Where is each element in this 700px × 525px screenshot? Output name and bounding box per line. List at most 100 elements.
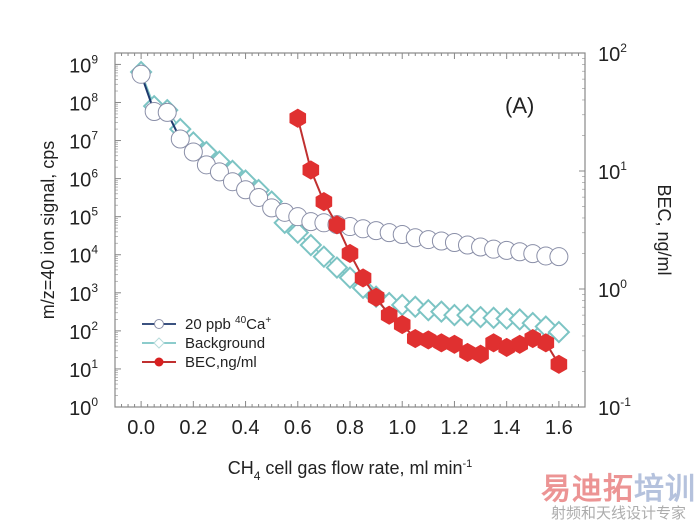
data-point-hexagon xyxy=(354,268,372,288)
y-left-tick-label: 108 xyxy=(69,90,98,115)
data-point-hexagon xyxy=(393,314,411,335)
legend-marker-hexagon xyxy=(154,357,164,367)
x-tick-label: 0.0 xyxy=(127,417,155,439)
legend-label-bec: BEC,ng/ml xyxy=(185,354,257,371)
x-tick-labels: 0.0 0.2 0.4 0.6 0.8 1.0 1.2 1.4 1.6 xyxy=(127,417,573,439)
tick-base: 10 xyxy=(69,208,91,230)
x-axis-title-sub: 4 xyxy=(254,469,261,483)
y-right-axis-title: BEC, ng/ml xyxy=(654,184,674,275)
x-axis-title-main: CH xyxy=(228,458,254,478)
x-tick-label: 1.6 xyxy=(545,417,573,439)
y-left-tick-label: 103 xyxy=(69,281,98,306)
y-right-tick-label: 101 xyxy=(598,159,627,184)
data-point-hexagon xyxy=(485,333,502,353)
tick-exponent: 6 xyxy=(91,167,98,181)
tick-base: 10 xyxy=(69,322,91,344)
legend-marker-diamond xyxy=(153,337,165,349)
tick-exponent: 9 xyxy=(91,52,98,66)
series-background xyxy=(129,60,571,344)
y-right-tick-label: 102 xyxy=(598,41,627,66)
data-point-circle xyxy=(170,129,190,149)
x-tick-label: 0.2 xyxy=(179,417,207,439)
tick-base: 10 xyxy=(69,93,91,115)
y-left-tick-label: 106 xyxy=(69,167,98,192)
data-point-hexagon xyxy=(524,329,542,349)
data-point-diamond xyxy=(299,233,323,257)
legend: 20 ppb 40Ca+ Background BEC,ng/ml xyxy=(142,315,271,371)
x-axis-title-sup: -1 xyxy=(462,458,472,470)
data-point-circle xyxy=(249,187,269,207)
legend-marker-circle xyxy=(154,319,164,329)
data-point-hexagon xyxy=(302,160,320,180)
y-left-tick-label: 100 xyxy=(69,395,98,420)
tick-exponent: 4 xyxy=(91,243,98,257)
legend-item-background: Background xyxy=(142,335,265,352)
data-point-hexagon xyxy=(367,287,385,307)
data-point-hexagon xyxy=(446,334,463,354)
y-right-tick-label: 100 xyxy=(598,277,627,302)
data-point-circle xyxy=(209,162,229,182)
x-tick-label: 0.4 xyxy=(232,417,260,439)
tick-base: 10 xyxy=(69,398,91,420)
y-left-axis-title: m/z=40 ion signal, cps xyxy=(38,141,58,320)
tick-exponent: 1 xyxy=(620,159,627,173)
data-point-diamond xyxy=(286,221,310,245)
tick-base: 10 xyxy=(69,284,91,306)
tick-exponent: 2 xyxy=(620,41,627,55)
data-point-circle xyxy=(157,102,177,122)
data-point-hexagon xyxy=(341,243,359,264)
data-point-hexagon xyxy=(472,344,489,364)
tick-exponent: 0 xyxy=(91,395,98,409)
legend-label-ca-pre: 20 ppb xyxy=(185,316,235,333)
series-ca-signal xyxy=(131,64,569,267)
data-point-hexagon xyxy=(328,215,346,235)
tick-base: 10 xyxy=(598,280,620,302)
tick-base: 10 xyxy=(598,162,620,184)
x-axis-title-rest: cell gas flow rate, ml min xyxy=(260,458,462,478)
legend-label-ca-sup2: + xyxy=(265,315,271,326)
legend-label-background: Background xyxy=(185,335,265,352)
tick-base: 10 xyxy=(69,246,91,268)
tick-base: 10 xyxy=(598,398,620,420)
legend-label-ca-mid: Ca xyxy=(246,316,266,333)
y-left-tick-label: 107 xyxy=(69,129,98,154)
y-left-tick-label: 104 xyxy=(69,243,98,268)
data-point-hexagon xyxy=(420,330,437,350)
data-point-hexagon xyxy=(537,333,555,353)
tick-exponent: -1 xyxy=(620,395,631,409)
series-layer xyxy=(129,60,571,374)
series-bec xyxy=(289,108,568,374)
series-line xyxy=(140,71,560,333)
tick-exponent: 8 xyxy=(91,90,98,104)
tick-exponent: 2 xyxy=(91,319,98,333)
tick-exponent: 1 xyxy=(91,357,98,371)
x-tick-label: 1.2 xyxy=(441,417,469,439)
data-point-circle xyxy=(131,64,151,84)
data-point-diamond xyxy=(547,320,571,344)
legend-item-ca: 20 ppb 40Ca+ xyxy=(142,315,271,333)
plot-frame xyxy=(114,52,586,408)
data-point-circle xyxy=(549,247,569,267)
tick-base: 10 xyxy=(69,360,91,382)
data-point-circle xyxy=(183,142,203,162)
x-tick-label: 1.0 xyxy=(388,417,416,439)
legend-label-ca: 20 ppb 40Ca+ xyxy=(185,315,271,333)
y-right-tick-label: 10-1 xyxy=(598,395,631,420)
y-left-tick-label: 101 xyxy=(69,357,98,382)
tick-base: 10 xyxy=(69,170,91,192)
x-tick-label: 0.6 xyxy=(284,417,312,439)
legend-item-bec: BEC,ng/ml xyxy=(142,354,257,371)
data-point-hexagon xyxy=(380,305,398,325)
x-axis-title: CH4 cell gas flow rate, ml min-1 xyxy=(228,458,473,483)
y-left-tick-label: 105 xyxy=(69,205,98,230)
data-point-hexagon xyxy=(550,354,568,374)
legend-label-ca-sup1: 40 xyxy=(235,315,247,326)
tick-exponent: 5 xyxy=(91,205,98,219)
tick-exponent: 0 xyxy=(620,277,627,291)
tick-exponent: 3 xyxy=(91,281,98,295)
tick-base: 10 xyxy=(69,55,91,77)
x-tick-label: 0.8 xyxy=(336,417,364,439)
